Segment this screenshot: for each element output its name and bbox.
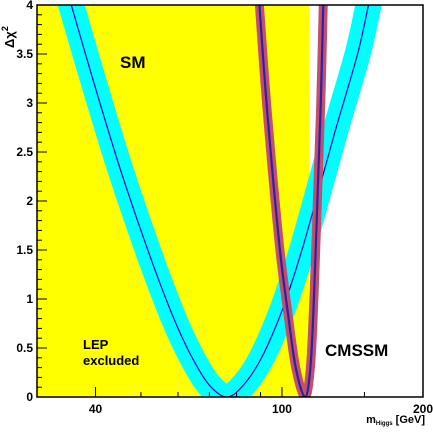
x-tick-label: 100	[272, 402, 292, 416]
x-axis-title-main: m	[366, 414, 376, 426]
x-axis-title-unit: [GeV]	[393, 414, 426, 426]
y-axis-title: Δχ2	[0, 26, 17, 48]
y-tick-label: 3	[26, 96, 33, 110]
x-axis-title-sub: Higgs	[376, 421, 393, 427]
y-tick-label: 3.5	[16, 47, 33, 61]
y-tick-label: 2	[26, 194, 33, 208]
y-tick-label: 0.5	[16, 341, 33, 355]
y-tick-label: 1.5	[16, 243, 33, 257]
y-tick-label: 2.5	[16, 145, 33, 159]
y-tick-label: 0	[26, 390, 33, 404]
x-axis-title: mHiggs [GeV]	[366, 414, 425, 427]
y-axis-title-sup: 2	[0, 26, 10, 31]
cmssm-label: CMSSM	[325, 341, 388, 360]
x-tick-label: 200	[413, 402, 433, 416]
lep-label-line1: LEP	[83, 337, 109, 352]
y-tick-label: 4	[26, 0, 33, 12]
x-tick-label: 40	[89, 402, 103, 416]
y-tick-label: 1	[26, 292, 33, 306]
cmssm-chi2-line	[258, 5, 325, 397]
y-axis-title-main: Δχ	[2, 31, 17, 48]
sm-label: SM	[120, 53, 146, 72]
lep-label-line2: excluded	[83, 353, 139, 368]
